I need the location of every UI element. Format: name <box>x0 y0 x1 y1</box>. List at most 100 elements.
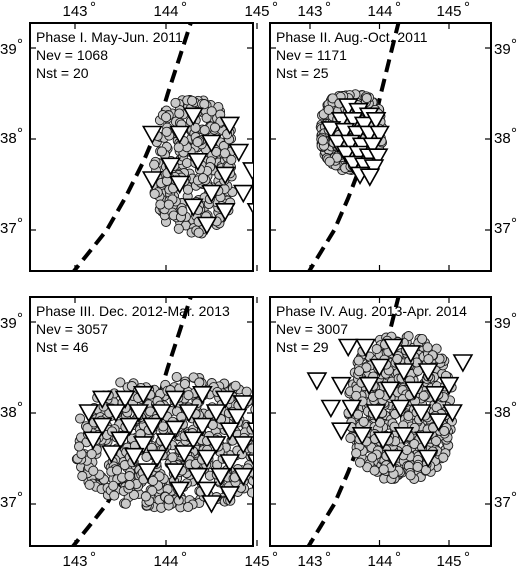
panel-title: Phase IV. Aug. 2013-Apr. 2014 <box>276 303 467 319</box>
station-count: Nst = 29 <box>276 339 329 355</box>
earthquake-marker <box>241 386 252 397</box>
earthquake-marker <box>194 377 205 388</box>
station-triangle <box>452 354 474 373</box>
earthquake-marker <box>124 479 135 491</box>
earthquake-marker <box>257 445 266 454</box>
station-group <box>78 386 253 514</box>
earthquake-marker <box>88 465 99 476</box>
earthquake-marker <box>149 188 160 199</box>
right-lat-label-39-bottom-deg: ° <box>511 310 517 327</box>
earthquake-marker <box>177 205 188 216</box>
station-triangle <box>123 447 145 467</box>
station-triangle <box>178 404 200 423</box>
station-triangle <box>251 477 253 481</box>
map-panel-phase1: Phase I. May-Jun. 2011 Nev = 1068 Nst = 20 <box>29 22 258 272</box>
station-triangle <box>214 203 236 222</box>
station-triangle <box>330 376 352 396</box>
station-triangle <box>78 404 100 423</box>
station-triangle <box>393 427 415 446</box>
top-lon-label-145-right: 145 <box>436 3 461 20</box>
station-triangle <box>105 404 127 423</box>
earthquake-marker <box>354 366 365 377</box>
earthquake-marker <box>361 93 372 104</box>
station-triangle <box>210 467 231 487</box>
panel-plot-area <box>306 23 401 271</box>
station-count: Nst = 20 <box>36 65 89 81</box>
station-triangle <box>232 436 253 455</box>
right-lat-label-38-top: 38 <box>494 130 511 147</box>
left-lat-label-39-top: 39 <box>0 41 17 58</box>
earthquake-marker <box>417 333 428 345</box>
top-lon-label-144: 144 <box>153 3 178 20</box>
earthquake-marker <box>173 223 184 234</box>
bottom-lon-label-144-right: 144 <box>367 553 392 570</box>
earthquake-marker <box>367 452 378 463</box>
earthquake-marker <box>327 93 338 104</box>
frame-ticks <box>270 297 491 546</box>
bottom-lon-label-143-right: 143 <box>297 553 322 570</box>
map-panel-phase3: Phase III. Dec. 2012-Mar. 2013 Nev = 3057… <box>29 296 267 547</box>
earthquake-marker <box>199 99 210 110</box>
top-lon-label-145-deg: ° <box>272 0 278 16</box>
station-triangle <box>201 134 222 154</box>
earthquake-marker <box>190 122 201 133</box>
right-lat-label-37-top: 37 <box>494 220 511 237</box>
earthquake-marker <box>351 448 362 459</box>
earthquake-marker <box>199 125 210 136</box>
station-triangle <box>424 386 446 405</box>
earthquake-marker <box>128 489 140 500</box>
station-triangle <box>164 390 186 410</box>
station-triangle <box>205 436 227 455</box>
earthquake-marker <box>182 184 194 195</box>
earthquake-marker <box>378 464 389 475</box>
station-triangle <box>355 338 376 358</box>
panel-title: Phase II. Aug.-Oct. 2011 <box>276 29 428 45</box>
left-lat-label-38-top-deg: ° <box>17 125 23 142</box>
station-triangle <box>306 372 328 391</box>
earthquake-marker <box>254 418 263 427</box>
earthquake-marker <box>108 480 119 491</box>
earthquake-marker <box>401 445 412 456</box>
station-triangle <box>196 449 218 469</box>
right-lat-label-38-bottom: 38 <box>494 404 511 421</box>
station-triangle <box>383 449 404 469</box>
station-triangle <box>341 399 363 419</box>
earthquake-marker <box>181 157 193 169</box>
top-lon-label-144-right-deg: ° <box>395 0 401 16</box>
earthquake-marker <box>140 491 151 502</box>
top-lon-label-144-deg: ° <box>181 0 187 16</box>
earthquake-marker <box>412 461 423 472</box>
station-triangle <box>164 463 186 482</box>
station-triangle <box>320 399 342 419</box>
bottom-lon-label-143-deg: ° <box>90 549 96 566</box>
station-triangle <box>335 145 357 165</box>
earthquake-marker <box>439 425 450 437</box>
station-triangle <box>414 431 436 450</box>
earthquake-marker <box>124 471 135 482</box>
panel-title: Phase I. May-Jun. 2011 <box>36 29 183 45</box>
station-triangle <box>160 157 181 176</box>
station-triangle <box>232 395 253 414</box>
earthquake-marker <box>438 452 449 463</box>
top-lon-label-145-right-deg: ° <box>464 0 470 16</box>
left-lat-label-37-bottom-deg: ° <box>17 489 23 506</box>
station-triangle <box>91 417 113 437</box>
earthquake-marker <box>86 449 97 460</box>
bottom-lon-label-145-deg: ° <box>272 549 278 566</box>
top-lon-label-145: 145 <box>244 3 269 20</box>
earthquake-marker <box>75 413 86 424</box>
earthquake-marker <box>247 443 253 454</box>
station-triangle <box>351 427 373 446</box>
station-triangle <box>232 184 253 204</box>
bottom-lon-label-144: 144 <box>153 553 178 570</box>
earthquake-marker <box>258 424 267 433</box>
top-lon-label-143: 143 <box>62 3 87 20</box>
station-triangle <box>242 162 253 181</box>
earthquake-marker <box>423 354 434 365</box>
station-triangle <box>246 203 253 215</box>
station-triangle <box>110 431 131 450</box>
station-triangle <box>196 216 218 236</box>
earthquake-marker <box>422 342 433 353</box>
panel-plot-area <box>70 297 267 546</box>
station-triangle <box>246 422 253 434</box>
